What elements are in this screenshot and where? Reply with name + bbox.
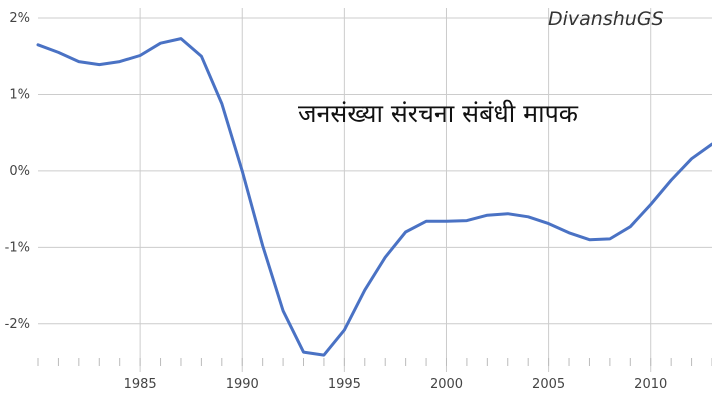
x-tick-label: 2010 bbox=[634, 377, 667, 392]
grid-lines bbox=[38, 8, 712, 372]
chart-title: जनसंख्या संरचना संबंधी मापक bbox=[298, 99, 578, 128]
y-tick-label: 1% bbox=[9, 87, 30, 102]
x-tick-label: 2000 bbox=[430, 377, 463, 392]
x-tick-label: 2005 bbox=[532, 377, 565, 392]
y-tick-labels: 2% 1% 0% -1% -2% bbox=[5, 11, 30, 332]
series-group bbox=[36, 37, 712, 357]
x-tick-label: 1990 bbox=[226, 377, 259, 392]
y-tick-label: 0% bbox=[9, 164, 30, 179]
x-tick-label: 1995 bbox=[328, 377, 361, 392]
y-tick-label: 2% bbox=[9, 11, 30, 26]
y-tick-label: -2% bbox=[5, 317, 30, 332]
watermark-text: DivanshuGS bbox=[548, 8, 664, 30]
x-minor-ticks bbox=[37, 358, 712, 366]
y-tick-label: -1% bbox=[5, 240, 30, 255]
x-tick-labels: 1985 1990 1995 2000 2005 2010 bbox=[124, 377, 668, 392]
x-tick-label: 1985 bbox=[124, 377, 157, 392]
series-line bbox=[36, 37, 712, 357]
